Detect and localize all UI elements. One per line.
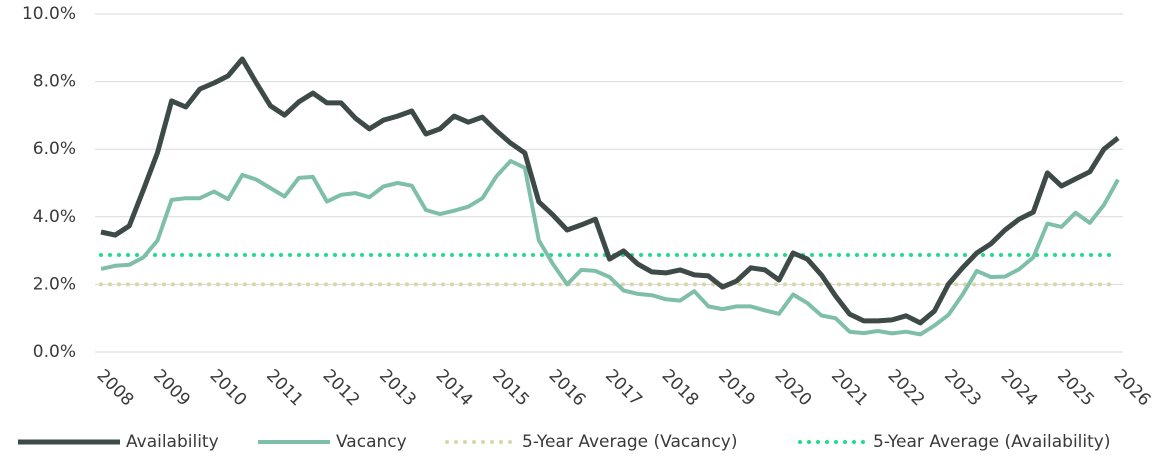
legend-label: Availability bbox=[126, 432, 219, 452]
y-tick-label: 2.0% bbox=[33, 274, 76, 294]
x-tick-label: 2012 bbox=[319, 366, 364, 411]
x-tick-label: 2022 bbox=[884, 366, 929, 411]
y-tick-label: 0.0% bbox=[33, 342, 76, 362]
y-tick-label: 4.0% bbox=[33, 207, 76, 227]
legend-label: 5-Year Average (Vacancy) bbox=[522, 432, 737, 452]
x-tick-label: 2010 bbox=[206, 366, 251, 411]
series-line bbox=[100, 56, 1120, 326]
x-tick-label: 2021 bbox=[827, 366, 872, 411]
y-tick-label: 10.0% bbox=[22, 4, 76, 24]
x-tick-label: 2020 bbox=[771, 366, 816, 411]
x-tick-label: 2024 bbox=[997, 366, 1042, 411]
x-tick-label: 2011 bbox=[262, 366, 307, 411]
legend-label: Vacancy bbox=[336, 432, 407, 452]
x-tick-label: 2008 bbox=[93, 366, 138, 411]
x-tick-label: 2015 bbox=[488, 366, 533, 411]
legend-label: 5-Year Average (Availability) bbox=[873, 432, 1110, 452]
x-tick-label: 2023 bbox=[940, 366, 985, 411]
x-tick-label: 2014 bbox=[432, 366, 477, 411]
x-tick-label: 2026 bbox=[1110, 366, 1155, 411]
x-tick-label: 2017 bbox=[601, 366, 646, 411]
x-tick-label: 2016 bbox=[545, 366, 590, 411]
x-tick-label: 2018 bbox=[658, 366, 703, 411]
y-tick-label: 8.0% bbox=[33, 72, 76, 92]
x-tick-label: 2019 bbox=[714, 366, 759, 411]
x-tick-label: 2013 bbox=[375, 366, 420, 411]
y-tick-label: 6.0% bbox=[33, 139, 76, 159]
x-tick-label: 2025 bbox=[1053, 366, 1098, 411]
series-line bbox=[100, 159, 1120, 337]
x-tick-label: 2009 bbox=[149, 366, 194, 411]
